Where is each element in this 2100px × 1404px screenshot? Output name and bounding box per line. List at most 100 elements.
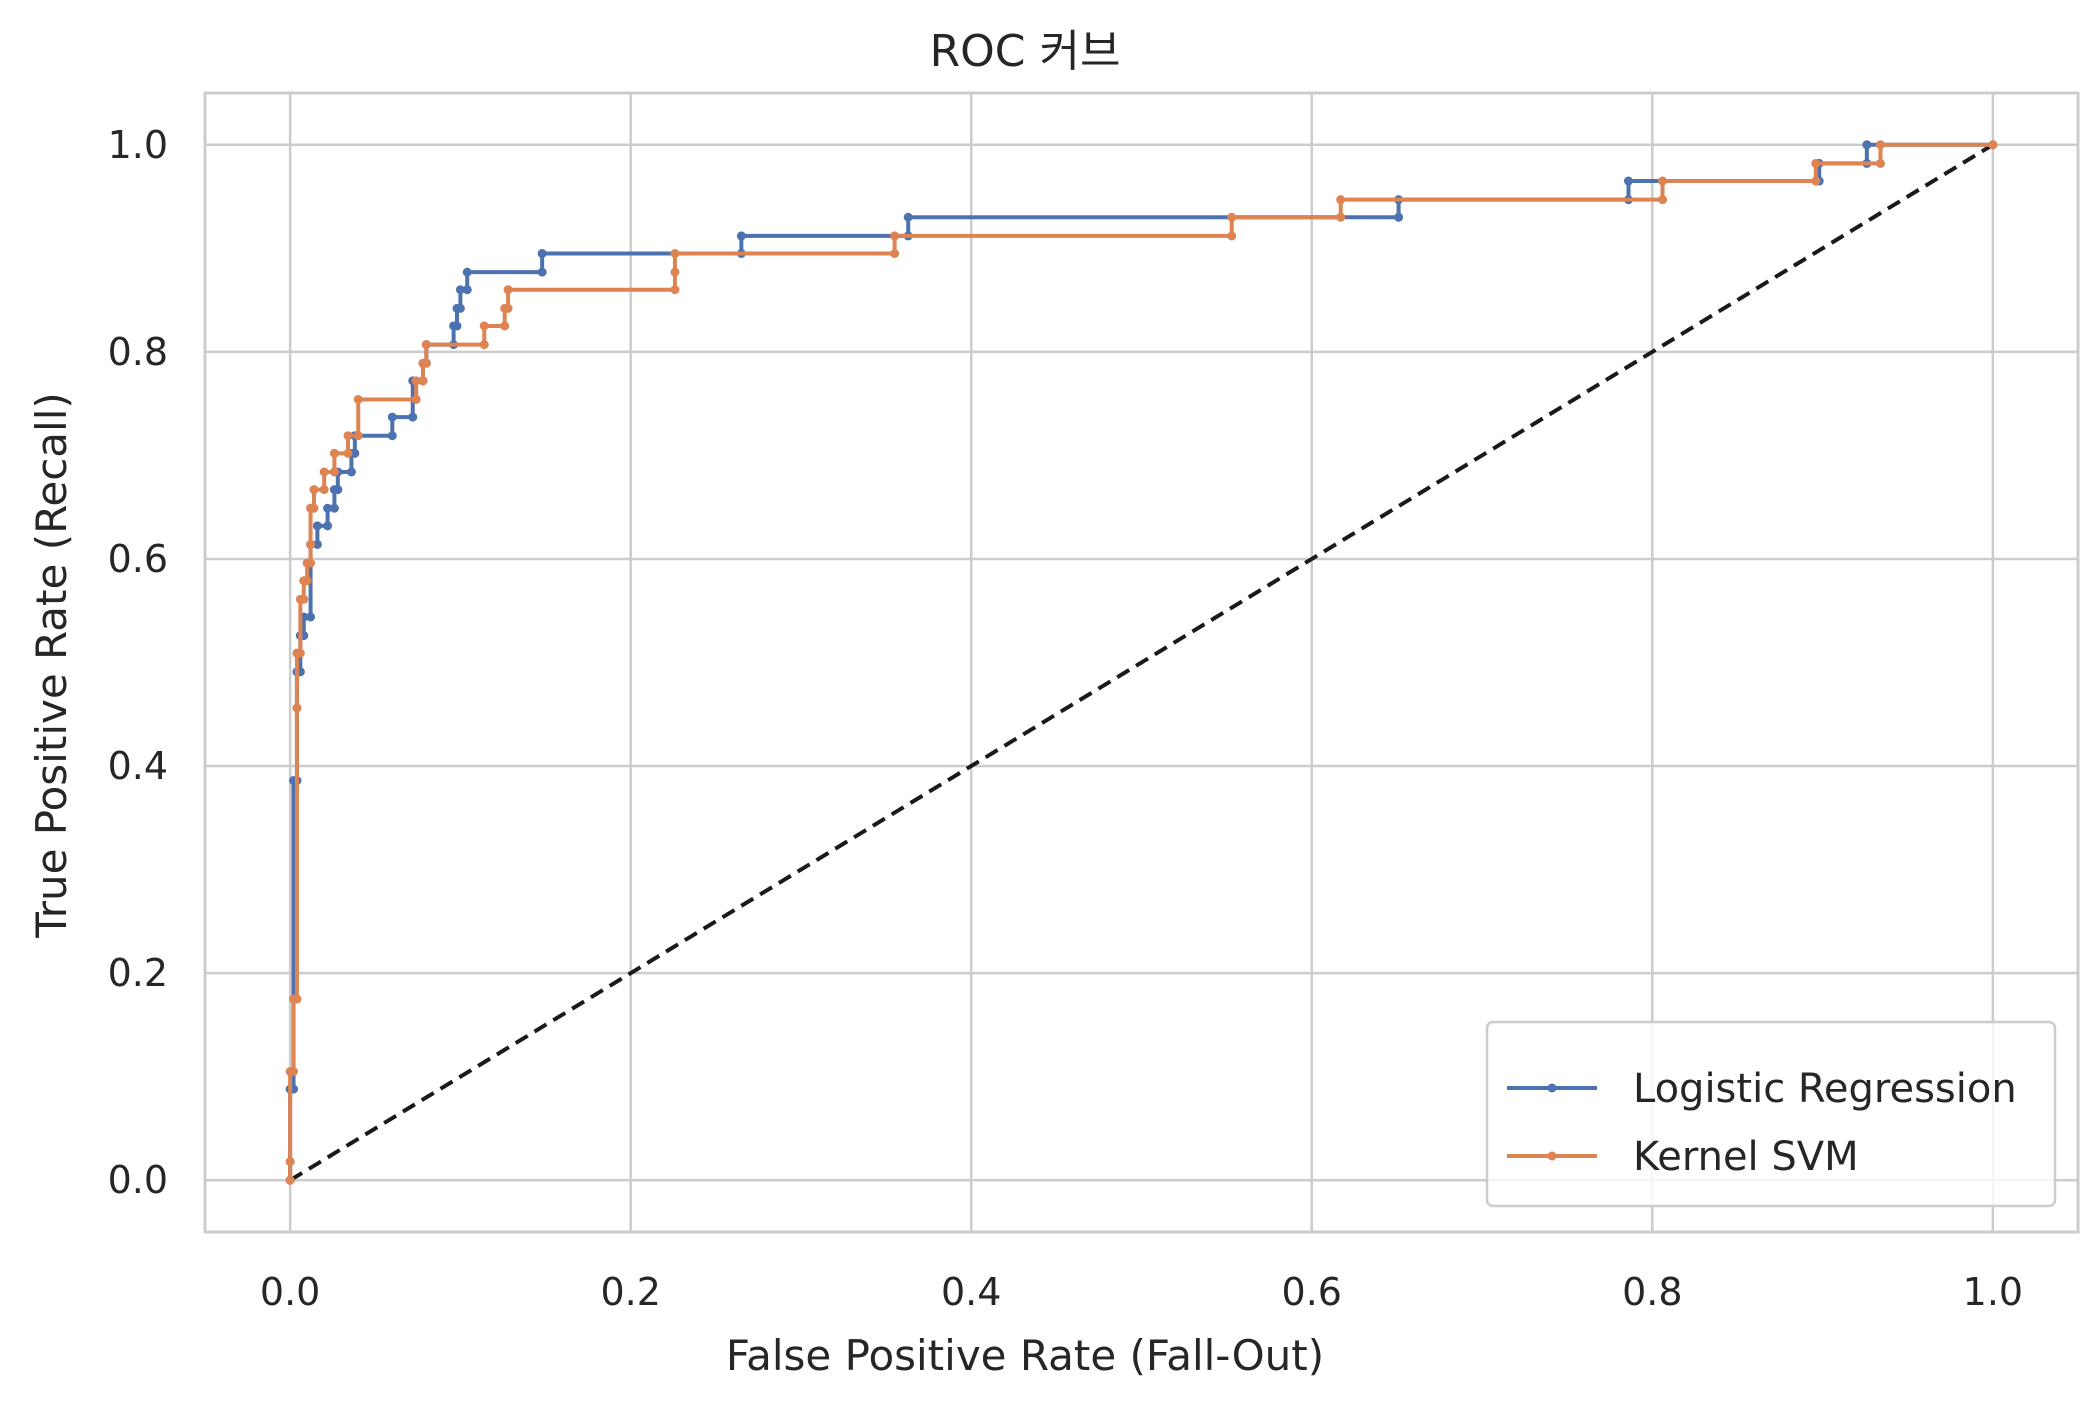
legend-marker	[1547, 1151, 1557, 1161]
data-point	[455, 285, 465, 295]
data-point	[890, 249, 900, 258]
data-point	[452, 321, 462, 331]
data-point	[736, 231, 746, 241]
data-point	[537, 267, 547, 277]
data-point	[1988, 140, 1998, 150]
data-point	[462, 285, 472, 295]
data-point	[503, 285, 513, 295]
data-point	[1875, 140, 1885, 150]
data-point	[299, 594, 309, 604]
data-point	[1658, 195, 1668, 205]
y-tick-labels: 0.0 0.2 0.4 0.6 0.8 1.0	[108, 123, 168, 1202]
y-tick-label: 1.0	[108, 123, 168, 167]
data-point	[1336, 195, 1346, 205]
data-point	[333, 485, 343, 495]
data-point	[1811, 158, 1821, 168]
chart-title: ROC 커브	[930, 26, 1121, 77]
data-point	[1862, 140, 1872, 150]
y-axis-label: True Positive Rate (Recall)	[27, 392, 76, 939]
y-tick-label: 0.0	[108, 1158, 168, 1202]
data-point	[1227, 212, 1237, 222]
data-point	[329, 467, 339, 477]
data-point	[350, 448, 360, 458]
data-point	[1658, 176, 1668, 186]
data-point	[411, 394, 421, 404]
data-point	[503, 303, 513, 313]
data-point	[411, 376, 421, 386]
x-tick-label: 0.6	[1282, 1270, 1342, 1314]
data-point	[1875, 158, 1885, 168]
data-point	[323, 521, 333, 531]
data-point	[306, 612, 316, 622]
data-point	[292, 994, 302, 1004]
data-point	[319, 485, 329, 495]
data-point	[346, 467, 356, 477]
x-tick-label: 0.2	[600, 1270, 660, 1314]
data-point	[387, 412, 397, 422]
legend-label: Logistic Regression	[1633, 1066, 2017, 1112]
data-point	[418, 376, 428, 386]
series-layer	[285, 140, 1998, 1185]
data-point	[295, 648, 305, 658]
data-point	[670, 285, 680, 295]
data-point	[1623, 176, 1633, 186]
plot-frame	[203, 91, 2080, 1234]
data-point	[500, 321, 510, 331]
legend-marker	[1547, 1083, 1557, 1093]
data-point	[1227, 231, 1237, 241]
legend: Logistic Regression Kernel SVM	[1485, 1020, 2057, 1208]
data-point	[890, 231, 900, 241]
y-tick-label: 0.4	[108, 744, 168, 788]
y-tick-label: 0.8	[108, 330, 168, 374]
data-point	[312, 521, 322, 531]
data-point	[353, 431, 363, 441]
data-point	[421, 340, 431, 350]
grid	[205, 93, 2078, 1232]
data-point	[285, 1157, 295, 1167]
data-point	[285, 1175, 295, 1185]
legend-box	[1485, 1020, 2057, 1208]
data-point	[537, 249, 547, 258]
data-point	[343, 431, 353, 441]
x-tick-label: 0.4	[941, 1270, 1001, 1314]
data-point	[408, 412, 418, 422]
series-line	[289, 143, 1994, 1182]
data-point	[323, 503, 333, 513]
series-kernel-svm	[285, 140, 1998, 1185]
data-point	[306, 539, 316, 549]
data-point	[309, 485, 319, 495]
data-point	[479, 321, 489, 331]
x-tick-label: 0.8	[1622, 1270, 1682, 1314]
data-point	[302, 576, 312, 586]
data-point	[1336, 212, 1346, 222]
data-point	[1394, 212, 1404, 222]
chance-line	[289, 143, 1994, 1182]
data-point	[353, 394, 363, 404]
data-point	[455, 303, 465, 313]
data-point	[292, 703, 302, 713]
x-tick-label: 0.0	[260, 1270, 320, 1314]
data-point	[309, 503, 319, 513]
data-point	[462, 267, 472, 277]
data-point	[306, 558, 316, 568]
data-point	[329, 503, 339, 513]
data-point	[319, 467, 329, 477]
data-point	[387, 431, 397, 441]
data-point	[329, 448, 339, 458]
x-tick-labels: 0.0 0.2 0.4 0.6 0.8 1.0	[260, 1270, 2023, 1314]
y-tick-label: 0.6	[108, 537, 168, 581]
data-point	[312, 539, 322, 549]
data-point	[289, 1067, 299, 1076]
data-point	[670, 249, 680, 258]
data-point	[1811, 176, 1821, 186]
x-axis-label: False Positive Rate (Fall-Out)	[726, 1331, 1324, 1380]
data-point	[421, 358, 431, 368]
y-tick-label: 0.2	[108, 951, 168, 995]
x-tick-label: 1.0	[1963, 1270, 2023, 1314]
data-point	[479, 340, 489, 350]
data-point	[903, 212, 913, 222]
data-point	[343, 448, 353, 458]
data-point	[670, 267, 680, 277]
legend-label: Kernel SVM	[1633, 1134, 1859, 1180]
